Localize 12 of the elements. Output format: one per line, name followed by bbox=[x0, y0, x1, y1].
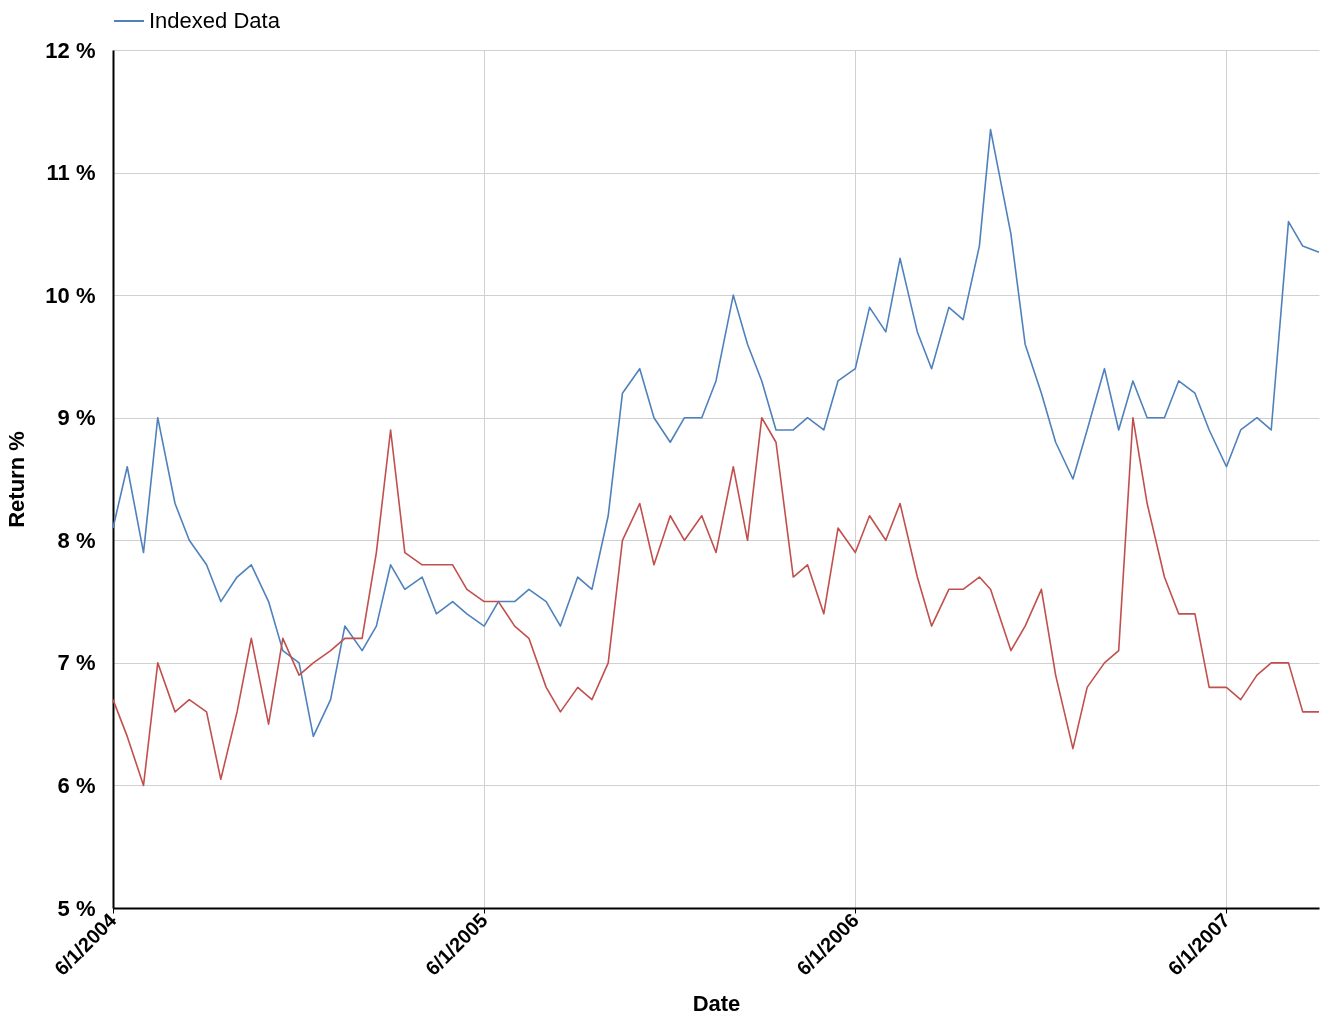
y-axis-title: Return % bbox=[4, 431, 30, 528]
legend-label: Indexed Data bbox=[149, 8, 281, 33]
line-series bbox=[112, 128, 1320, 738]
y-tick-label: 8 % bbox=[57, 527, 96, 553]
y-tick-label: 11 % bbox=[46, 160, 96, 186]
y-tick-label: 7 % bbox=[57, 650, 96, 676]
x-axis-title: Date bbox=[692, 990, 741, 1016]
y-tick-label: 12 % bbox=[45, 37, 96, 63]
y-tick-label: 6 % bbox=[57, 772, 96, 798]
y-tick-label: 10 % bbox=[45, 282, 96, 308]
y-tick-label: 9 % bbox=[57, 405, 96, 431]
line-series bbox=[112, 416, 1320, 787]
